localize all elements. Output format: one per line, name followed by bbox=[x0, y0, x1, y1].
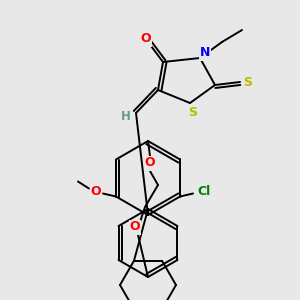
Text: O: O bbox=[130, 220, 140, 233]
Text: S: S bbox=[188, 106, 197, 119]
Text: O: O bbox=[145, 157, 155, 169]
Text: O: O bbox=[141, 32, 151, 46]
Text: H: H bbox=[121, 110, 131, 122]
Text: S: S bbox=[244, 76, 253, 88]
Text: N: N bbox=[200, 46, 210, 59]
Text: Cl: Cl bbox=[197, 185, 211, 198]
Text: O: O bbox=[91, 185, 101, 198]
